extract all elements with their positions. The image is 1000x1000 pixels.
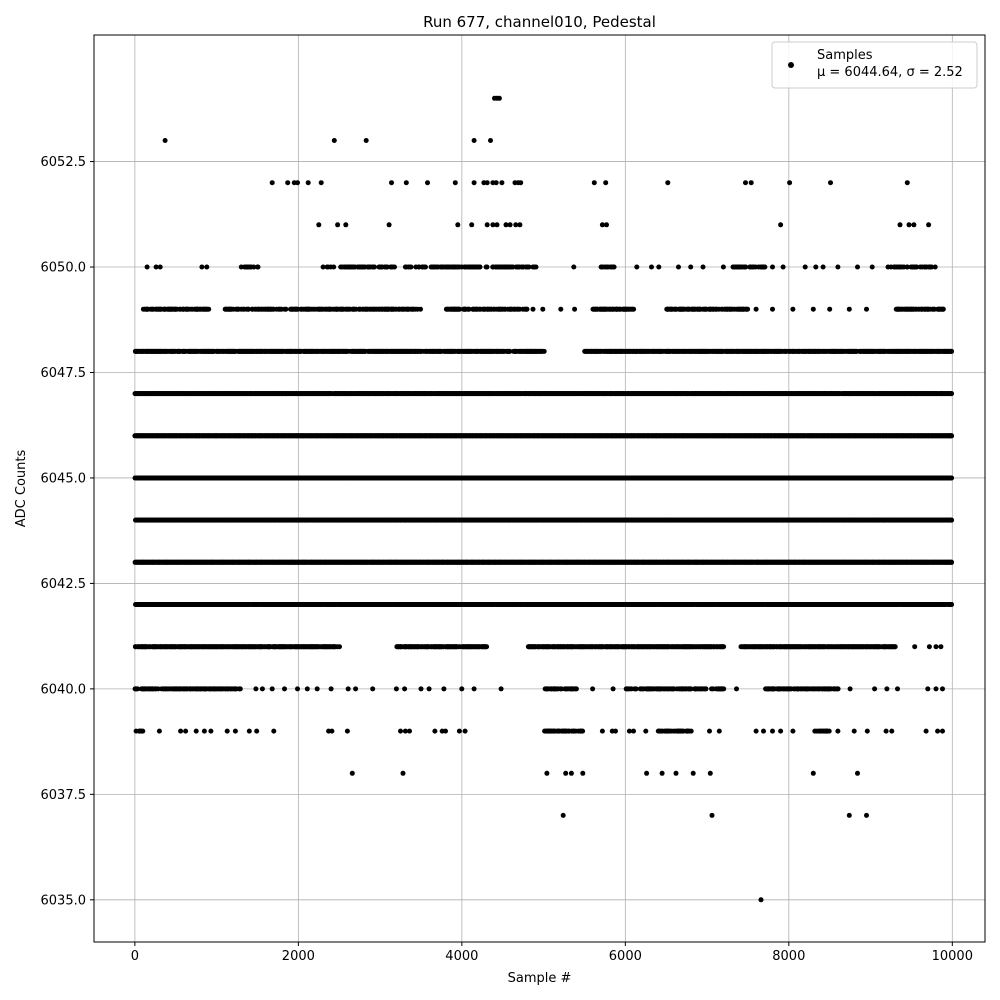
data-point (949, 559, 954, 565)
data-point (688, 728, 694, 734)
data-point (721, 644, 727, 650)
data-point (633, 686, 639, 692)
chart-title: Run 677, channel010, Pedestal (423, 13, 656, 31)
data-point (949, 517, 954, 523)
data-point (949, 602, 954, 607)
data-point (721, 686, 727, 692)
data-point (892, 644, 898, 650)
data-points (132, 95, 954, 903)
data-point (135, 686, 141, 692)
data-point (826, 728, 832, 734)
data-point (140, 728, 146, 734)
data-point (580, 728, 586, 734)
data-point (703, 686, 709, 692)
data-point (237, 686, 243, 692)
data-point (484, 644, 490, 650)
data-point (835, 686, 841, 692)
data-point (688, 686, 694, 692)
data-point (573, 686, 579, 692)
data-point (337, 644, 342, 650)
